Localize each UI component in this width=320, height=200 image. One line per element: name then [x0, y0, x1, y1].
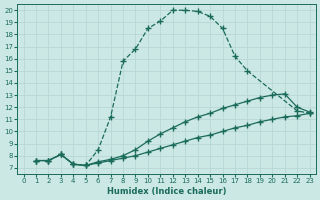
X-axis label: Humidex (Indice chaleur): Humidex (Indice chaleur): [107, 187, 226, 196]
